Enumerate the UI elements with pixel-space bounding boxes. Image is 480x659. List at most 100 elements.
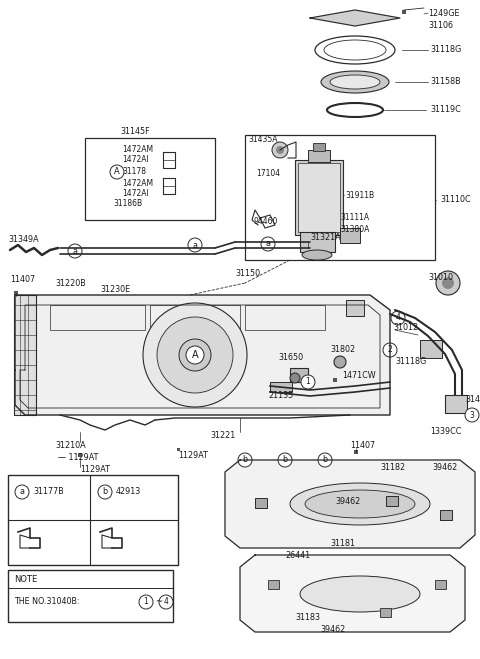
Text: 1472AM: 1472AM bbox=[122, 179, 153, 188]
Circle shape bbox=[159, 595, 173, 609]
Circle shape bbox=[391, 311, 405, 325]
Text: a: a bbox=[192, 241, 197, 250]
Ellipse shape bbox=[340, 12, 370, 24]
Text: 39462: 39462 bbox=[432, 463, 457, 473]
Text: 2: 2 bbox=[388, 345, 392, 355]
Text: 31183: 31183 bbox=[295, 614, 320, 623]
Circle shape bbox=[238, 453, 252, 467]
Text: THE NO.31040B:: THE NO.31040B: bbox=[14, 598, 80, 606]
Circle shape bbox=[15, 485, 29, 499]
Text: 1471CW: 1471CW bbox=[342, 370, 376, 380]
Text: 31118G: 31118G bbox=[430, 45, 461, 55]
Text: 31012: 31012 bbox=[393, 324, 418, 333]
Text: 31453B: 31453B bbox=[465, 395, 480, 405]
Circle shape bbox=[139, 595, 153, 609]
Text: 31230E: 31230E bbox=[100, 285, 130, 293]
Text: ~: ~ bbox=[155, 598, 162, 606]
Circle shape bbox=[442, 277, 454, 289]
Text: A: A bbox=[114, 167, 120, 177]
Ellipse shape bbox=[330, 75, 380, 89]
Polygon shape bbox=[15, 295, 390, 415]
Ellipse shape bbox=[302, 250, 332, 260]
Bar bbox=[150, 305, 240, 330]
Bar bbox=[420, 340, 442, 358]
Text: 21135: 21135 bbox=[268, 391, 293, 399]
Bar bbox=[386, 496, 398, 506]
Bar bbox=[346, 300, 364, 316]
Text: 31118G: 31118G bbox=[395, 357, 426, 366]
Text: 31380A: 31380A bbox=[340, 225, 370, 235]
Bar bbox=[295, 160, 343, 235]
Text: b: b bbox=[242, 455, 248, 465]
Text: 31106: 31106 bbox=[428, 20, 453, 30]
Text: 31182: 31182 bbox=[380, 463, 405, 473]
Ellipse shape bbox=[300, 576, 420, 612]
Text: 31158B: 31158B bbox=[430, 78, 461, 86]
Circle shape bbox=[157, 317, 233, 393]
Polygon shape bbox=[225, 460, 475, 548]
Ellipse shape bbox=[321, 71, 389, 93]
Text: 31145F: 31145F bbox=[120, 127, 150, 136]
Bar bbox=[85, 138, 215, 220]
Bar bbox=[78, 453, 82, 457]
Text: 31181: 31181 bbox=[330, 538, 355, 548]
Bar bbox=[333, 378, 337, 382]
Text: 94460: 94460 bbox=[253, 217, 277, 227]
Text: b: b bbox=[282, 455, 288, 465]
Circle shape bbox=[278, 453, 292, 467]
Bar bbox=[50, 305, 145, 330]
Circle shape bbox=[465, 408, 479, 422]
Bar bbox=[435, 580, 446, 589]
Circle shape bbox=[179, 339, 211, 371]
Text: 31221: 31221 bbox=[210, 430, 235, 440]
Circle shape bbox=[290, 373, 300, 383]
Text: 31210A: 31210A bbox=[55, 440, 85, 449]
Bar bbox=[245, 305, 325, 330]
Circle shape bbox=[261, 237, 275, 251]
Text: 31186B: 31186B bbox=[113, 198, 142, 208]
Ellipse shape bbox=[290, 483, 430, 525]
Circle shape bbox=[68, 244, 82, 258]
Text: 1339CC: 1339CC bbox=[430, 428, 461, 436]
Circle shape bbox=[188, 238, 202, 252]
Text: 11407: 11407 bbox=[10, 275, 35, 285]
Text: 4: 4 bbox=[164, 598, 168, 606]
Bar bbox=[354, 450, 358, 454]
Text: 31650: 31650 bbox=[278, 353, 303, 362]
Circle shape bbox=[186, 346, 204, 364]
Text: 31178: 31178 bbox=[122, 167, 146, 177]
Text: 31010: 31010 bbox=[428, 273, 453, 283]
Bar bbox=[340, 228, 360, 243]
Text: b: b bbox=[323, 455, 327, 465]
Text: 17104: 17104 bbox=[256, 169, 280, 177]
Text: a: a bbox=[20, 488, 24, 496]
Bar bbox=[245, 135, 435, 260]
Text: 39462: 39462 bbox=[335, 498, 360, 507]
Circle shape bbox=[276, 146, 284, 154]
Polygon shape bbox=[310, 10, 400, 26]
Text: 4: 4 bbox=[396, 314, 400, 322]
Text: 31119C: 31119C bbox=[430, 105, 461, 115]
Bar bbox=[440, 510, 452, 520]
Bar bbox=[445, 395, 467, 413]
Circle shape bbox=[301, 375, 315, 389]
Circle shape bbox=[98, 485, 112, 499]
Circle shape bbox=[318, 453, 332, 467]
Bar bbox=[270, 382, 292, 392]
Circle shape bbox=[334, 356, 346, 368]
Circle shape bbox=[436, 271, 460, 295]
Text: 1249GE: 1249GE bbox=[428, 9, 459, 18]
Text: a: a bbox=[72, 246, 77, 256]
Circle shape bbox=[272, 142, 288, 158]
Text: a: a bbox=[265, 239, 271, 248]
Text: 31435A: 31435A bbox=[248, 136, 277, 144]
Bar bbox=[14, 295, 36, 415]
Text: 31220B: 31220B bbox=[55, 279, 86, 289]
Polygon shape bbox=[240, 555, 465, 632]
Text: 26441: 26441 bbox=[285, 550, 310, 559]
Text: 1: 1 bbox=[144, 598, 148, 606]
Text: 31911B: 31911B bbox=[345, 190, 374, 200]
Text: 1129AT: 1129AT bbox=[80, 465, 110, 474]
Text: 1472AI: 1472AI bbox=[122, 188, 149, 198]
Text: b: b bbox=[102, 488, 108, 496]
